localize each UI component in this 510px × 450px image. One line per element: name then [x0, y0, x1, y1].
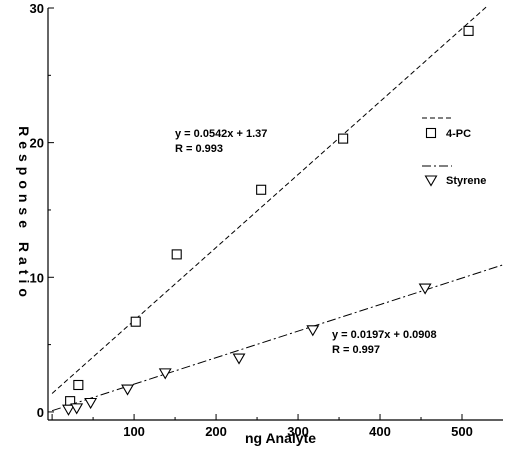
x-axis-title: ng Analyte — [245, 430, 316, 446]
r-value-label: R = 0.993 — [175, 143, 223, 155]
y-tick-label: 0 — [37, 405, 44, 420]
data-point-triangle — [121, 384, 134, 396]
plot-area: 100 200 300 400 500 0 10 20 30 ng Analyte Response… — [16, 1, 504, 446]
data-point-triangle — [84, 397, 98, 410]
legend-label: Styrene — [446, 175, 486, 187]
data-point-square — [256, 184, 267, 195]
legend-label: 4-PC — [446, 128, 471, 140]
data-point-triangle — [158, 368, 172, 380]
data-point-triangle — [70, 403, 84, 415]
equation-label: y = 0.0197x + 0.0908 — [332, 329, 437, 341]
data-point-square — [338, 133, 349, 144]
y-tick-label: 20 — [30, 136, 44, 151]
data-point-triangle — [62, 404, 75, 416]
x-tick-label: 500 — [451, 424, 473, 439]
fit-line-0 — [51, 6, 487, 394]
y-tick-label: 10 — [30, 270, 44, 285]
x-tick-label: 100 — [123, 424, 145, 439]
equation-label: y = 0.0542x + 1.37 — [175, 128, 267, 140]
data-point-triangle — [418, 283, 432, 295]
y-axis-title: Response Ratio — [16, 126, 32, 302]
legend-marker-triangle — [424, 175, 438, 187]
x-tick-label: 400 — [369, 424, 391, 439]
x-tick-label: 300 — [287, 424, 309, 439]
x-tick-label: 200 — [205, 424, 227, 439]
data-point-square — [73, 379, 84, 391]
legend-marker-square — [425, 127, 437, 139]
r-value-label: R = 0.997 — [332, 344, 380, 356]
data-point-triangle — [232, 353, 246, 365]
data-point-triangle — [306, 325, 320, 337]
data-point-square — [171, 249, 182, 260]
data-point-square — [463, 25, 474, 36]
y-tick-label: 30 — [30, 1, 44, 16]
data-point-square — [130, 316, 141, 327]
